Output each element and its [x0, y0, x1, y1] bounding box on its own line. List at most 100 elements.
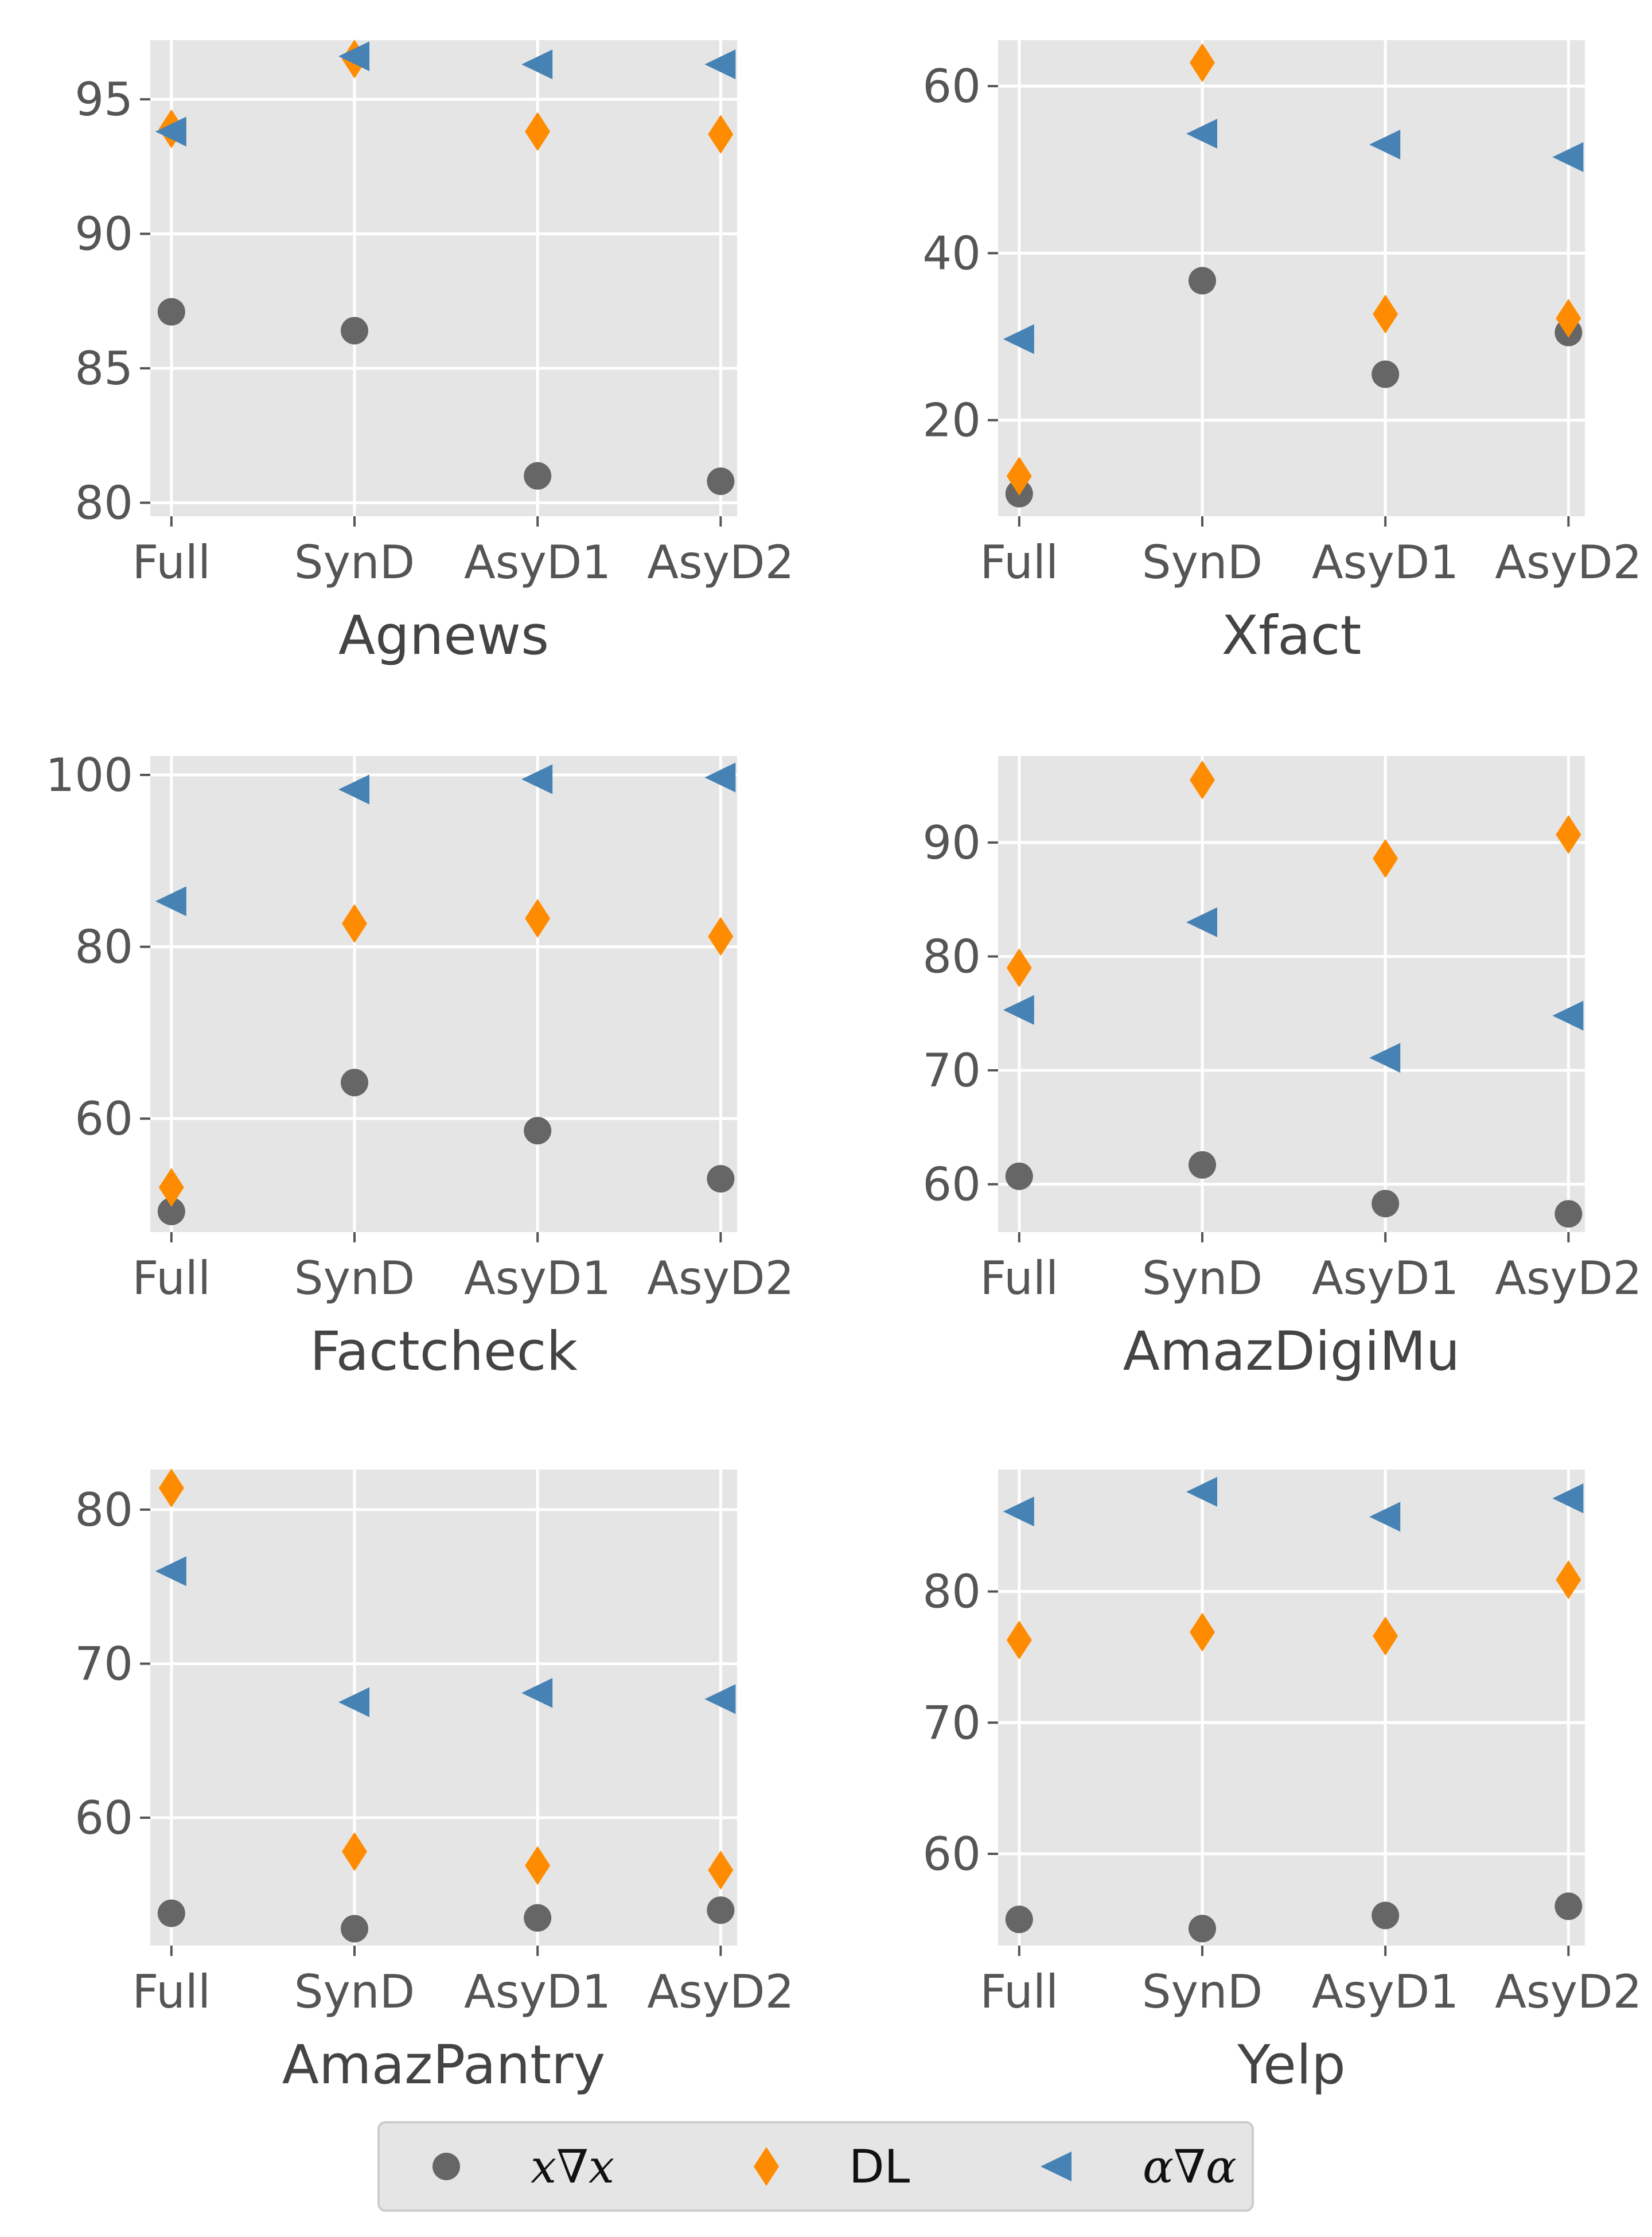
xtick-label: SynD [294, 536, 415, 589]
point-circle [1189, 267, 1217, 295]
point-circle [524, 1117, 552, 1145]
point-diamond [1190, 43, 1215, 83]
plot-area [998, 1470, 1585, 1946]
xtick-label: AsyD1 [1312, 1965, 1459, 2018]
ytick-label: 90 [922, 816, 981, 870]
xtick-label: SynD [1142, 1252, 1263, 1305]
point-diamond [708, 1850, 734, 1890]
point-circle [157, 1899, 185, 1927]
point-diamond [1556, 298, 1581, 338]
panel-yelp: 60 70 80 Full SynD AsyD1 AsyD2 Yelp [922, 1470, 1642, 2096]
point-diamond [158, 1168, 184, 1207]
ytick-label: 90 [75, 208, 133, 261]
ytick-label: 20 [922, 394, 981, 447]
point-circle [1372, 1190, 1400, 1218]
panel-factcheck: 60 80 100 Full SynD AsyD1 AsyD2 Factcheck [45, 749, 794, 1383]
point-diamond [1006, 948, 1032, 988]
point-diamond [158, 1468, 184, 1508]
plot-area [998, 756, 1585, 1232]
xtick-label: AsyD2 [1495, 536, 1642, 589]
xtick-label: AsyD1 [1312, 536, 1459, 589]
point-diamond [1190, 1612, 1215, 1652]
panel-amazpantry: 60 70 80 Full SynD AsyD1 AsyD2 AmazPantry [75, 1468, 794, 2096]
xtick-label: SynD [294, 1965, 415, 2018]
ytick-label: 80 [75, 1483, 133, 1537]
x-axis-label: AmazDigiMu [1123, 1320, 1460, 1383]
point-triangle-left [1552, 1000, 1584, 1031]
panel-agnews: 80 85 90 95 Full SynD AsyD1 AsyD2 Agnews [75, 39, 794, 667]
ytick-label: 85 [75, 342, 133, 395]
ytick-label: 80 [922, 930, 981, 983]
panel-amazdigimu: 60 70 80 90 Full SynD AsyD1 AsyD2 AmazDigiMu [922, 756, 1642, 1383]
xtick-label: Full [980, 1965, 1058, 2018]
point-diamond [342, 1832, 368, 1872]
x-axis-label: Factcheck [310, 1320, 578, 1383]
point-circle [707, 1165, 735, 1193]
point-circle [1372, 1901, 1400, 1930]
point-triangle-left [1003, 1496, 1034, 1527]
ytick-label: 80 [75, 477, 133, 530]
legend-label: α∇α [1143, 2140, 1237, 2193]
plot-area [150, 40, 737, 516]
legend-label: DL [849, 2140, 910, 2193]
point-triangle-left [1369, 1043, 1401, 1073]
point-triangle-left [155, 1556, 186, 1587]
point-diamond [525, 899, 551, 938]
ytick-label: 80 [922, 1565, 981, 1619]
point-circle [1189, 1915, 1217, 1943]
point-diamond [1006, 457, 1032, 496]
point-circle [1554, 1200, 1583, 1228]
point-triangle-left [1552, 142, 1584, 172]
legend: x∇x DL α∇α [377, 2121, 1254, 2212]
point-triangle-left [1186, 119, 1218, 149]
point-triangle-left [1552, 1483, 1584, 1514]
point-triangle-left [704, 1684, 736, 1714]
xtick-label: AsyD1 [464, 1252, 611, 1305]
xtick-label: SynD [1142, 536, 1263, 589]
point-triangle-left [155, 886, 186, 917]
point-diamond [1556, 815, 1581, 855]
point-triangle-left [1369, 130, 1401, 160]
point-triangle-left [338, 774, 370, 805]
point-diamond [1006, 1620, 1032, 1660]
xtick-label: Full [132, 1252, 211, 1305]
point-triangle-left [155, 116, 186, 147]
xtick-label: AsyD2 [647, 536, 794, 589]
ytick-label: 40 [922, 227, 981, 280]
legend-marker-triangle-left [1041, 2152, 1072, 2181]
point-circle [524, 462, 552, 490]
point-diamond [1373, 294, 1398, 334]
ytick-label: 60 [75, 1092, 133, 1145]
x-axis-label: Xfact [1222, 605, 1362, 667]
point-diamond [1373, 839, 1398, 878]
ytick-label: 95 [75, 73, 133, 126]
point-triangle-left [1003, 324, 1034, 354]
point-triangle-left [704, 49, 736, 80]
ytick-label: 70 [75, 1637, 133, 1690]
point-circle [157, 298, 185, 326]
xtick-label: AsyD1 [464, 1965, 611, 2018]
xtick-label: AsyD1 [464, 536, 611, 589]
point-circle [341, 317, 369, 345]
point-circle [707, 1896, 735, 1924]
xtick-label: SynD [1142, 1965, 1263, 2018]
xtick-label: Full [980, 1252, 1058, 1305]
point-circle [1554, 1892, 1583, 1920]
point-triangle-left [1186, 1476, 1218, 1507]
xtick-label: Full [132, 1965, 211, 2018]
point-circle [157, 1198, 185, 1226]
point-circle [1372, 360, 1400, 388]
xtick-label: AsyD2 [1495, 1965, 1642, 2018]
plot-area [998, 40, 1585, 516]
point-diamond [525, 112, 551, 151]
point-triangle-left [338, 1687, 370, 1717]
point-circle [341, 1915, 369, 1943]
point-triangle-left [338, 41, 370, 72]
xtick-label: AsyD2 [647, 1965, 794, 2018]
point-triangle-left [521, 764, 553, 794]
plot-area [150, 1470, 737, 1946]
point-circle [524, 1904, 552, 1932]
point-triangle-left [704, 762, 736, 793]
legend-marker-circle [433, 2153, 460, 2180]
